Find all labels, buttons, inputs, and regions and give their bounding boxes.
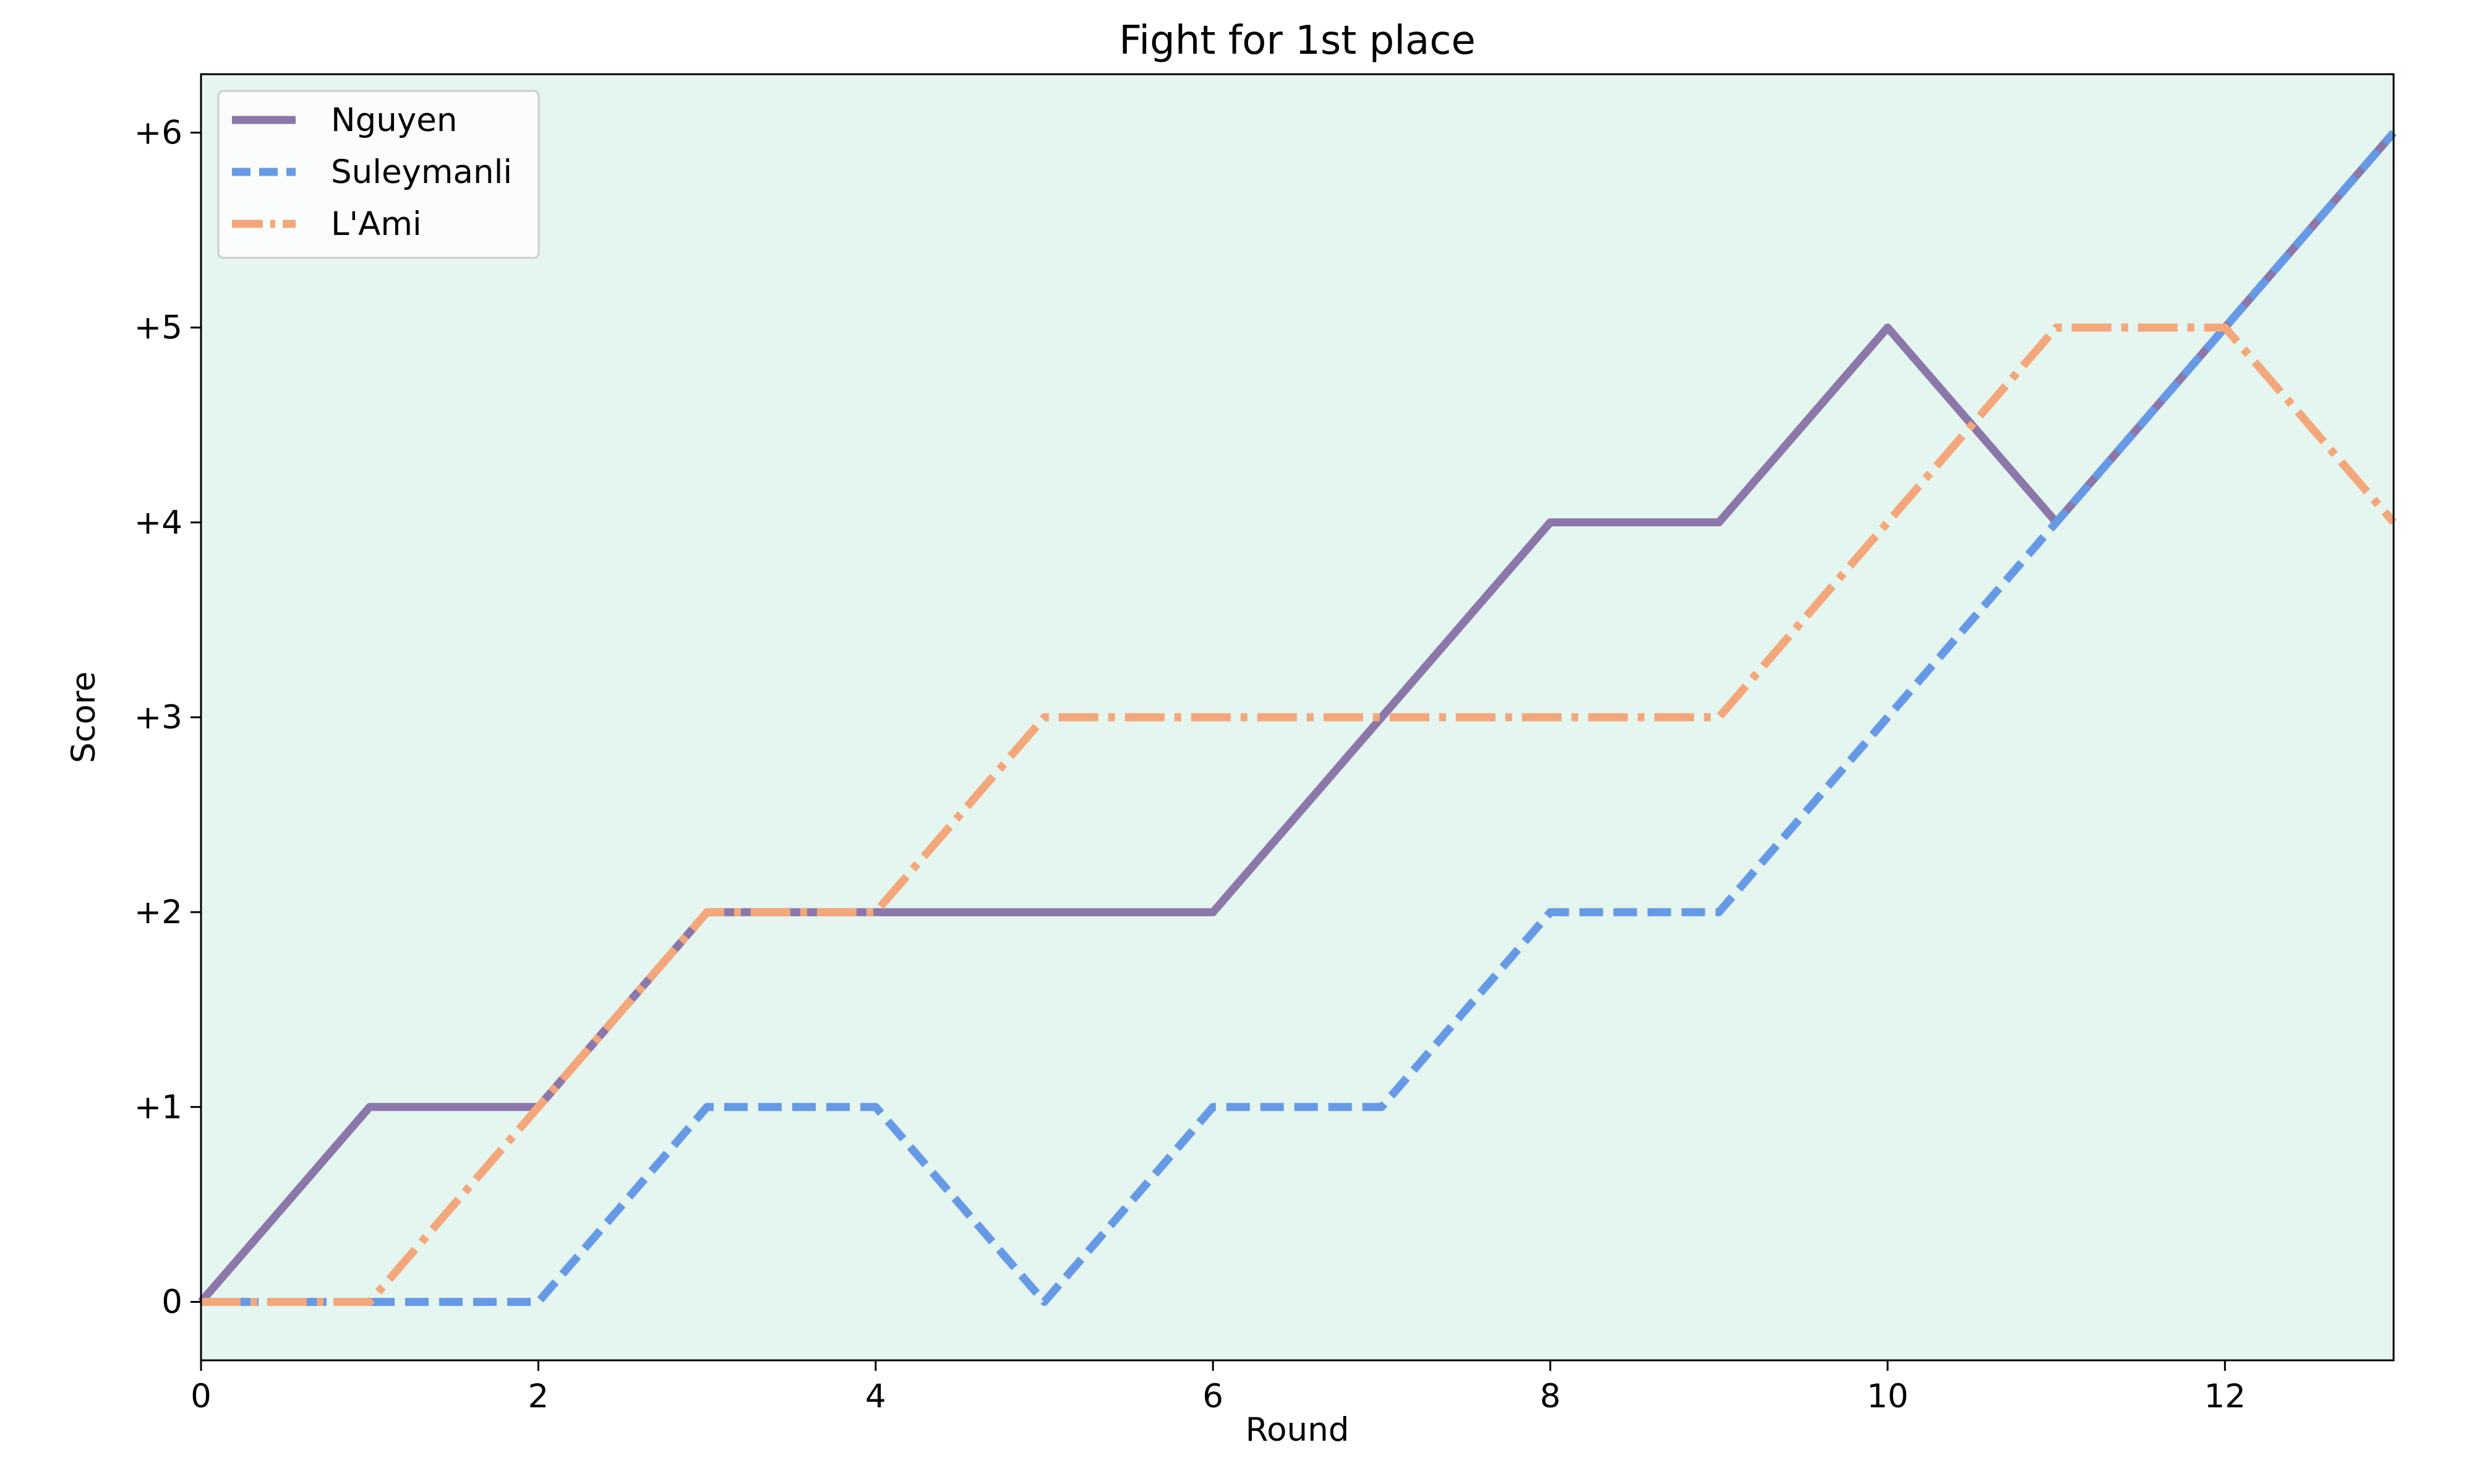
series-line-1 xyxy=(201,130,2397,1306)
y-tick-label: +5 xyxy=(134,309,182,347)
y-tick-label: +3 xyxy=(134,699,182,736)
x-tick-label: 2 xyxy=(528,1378,549,1415)
legend-label-0: Nguyen xyxy=(331,101,457,139)
y-tick-label: +6 xyxy=(134,114,182,152)
x-tick-label: 10 xyxy=(1867,1378,1908,1415)
x-axis-ticks: 0 2 4 6 8 10 12 xyxy=(190,1360,2246,1415)
x-tick-label: 6 xyxy=(1202,1378,1223,1415)
x-tick-label: 4 xyxy=(865,1378,886,1415)
legend: Nguyen Suleymanli L'Ami xyxy=(217,90,540,259)
series-layer xyxy=(198,130,2397,1306)
x-axis-label: Round xyxy=(1246,1411,1350,1449)
x-tick-label: 8 xyxy=(1540,1378,1561,1415)
y-axis-ticks: 0 +1 +2 +3 +4 +5 +6 xyxy=(134,114,201,1321)
y-tick-label: +2 xyxy=(134,893,182,931)
chart-title: Fight for 1st place xyxy=(1119,18,1476,64)
series-line-2 xyxy=(201,323,2397,1306)
y-tick-label: +1 xyxy=(134,1088,182,1126)
y-tick-label: 0 xyxy=(161,1283,182,1321)
legend-label-2: L'Ami xyxy=(331,205,422,243)
y-axis-label: Score xyxy=(65,672,103,763)
y-tick-label: +4 xyxy=(134,504,182,542)
x-tick-label: 0 xyxy=(190,1378,212,1415)
legend-label-1: Suleymanli xyxy=(331,153,512,191)
x-tick-label: 12 xyxy=(2204,1378,2246,1415)
legend-box xyxy=(217,90,540,259)
plot-area xyxy=(201,74,2394,1360)
